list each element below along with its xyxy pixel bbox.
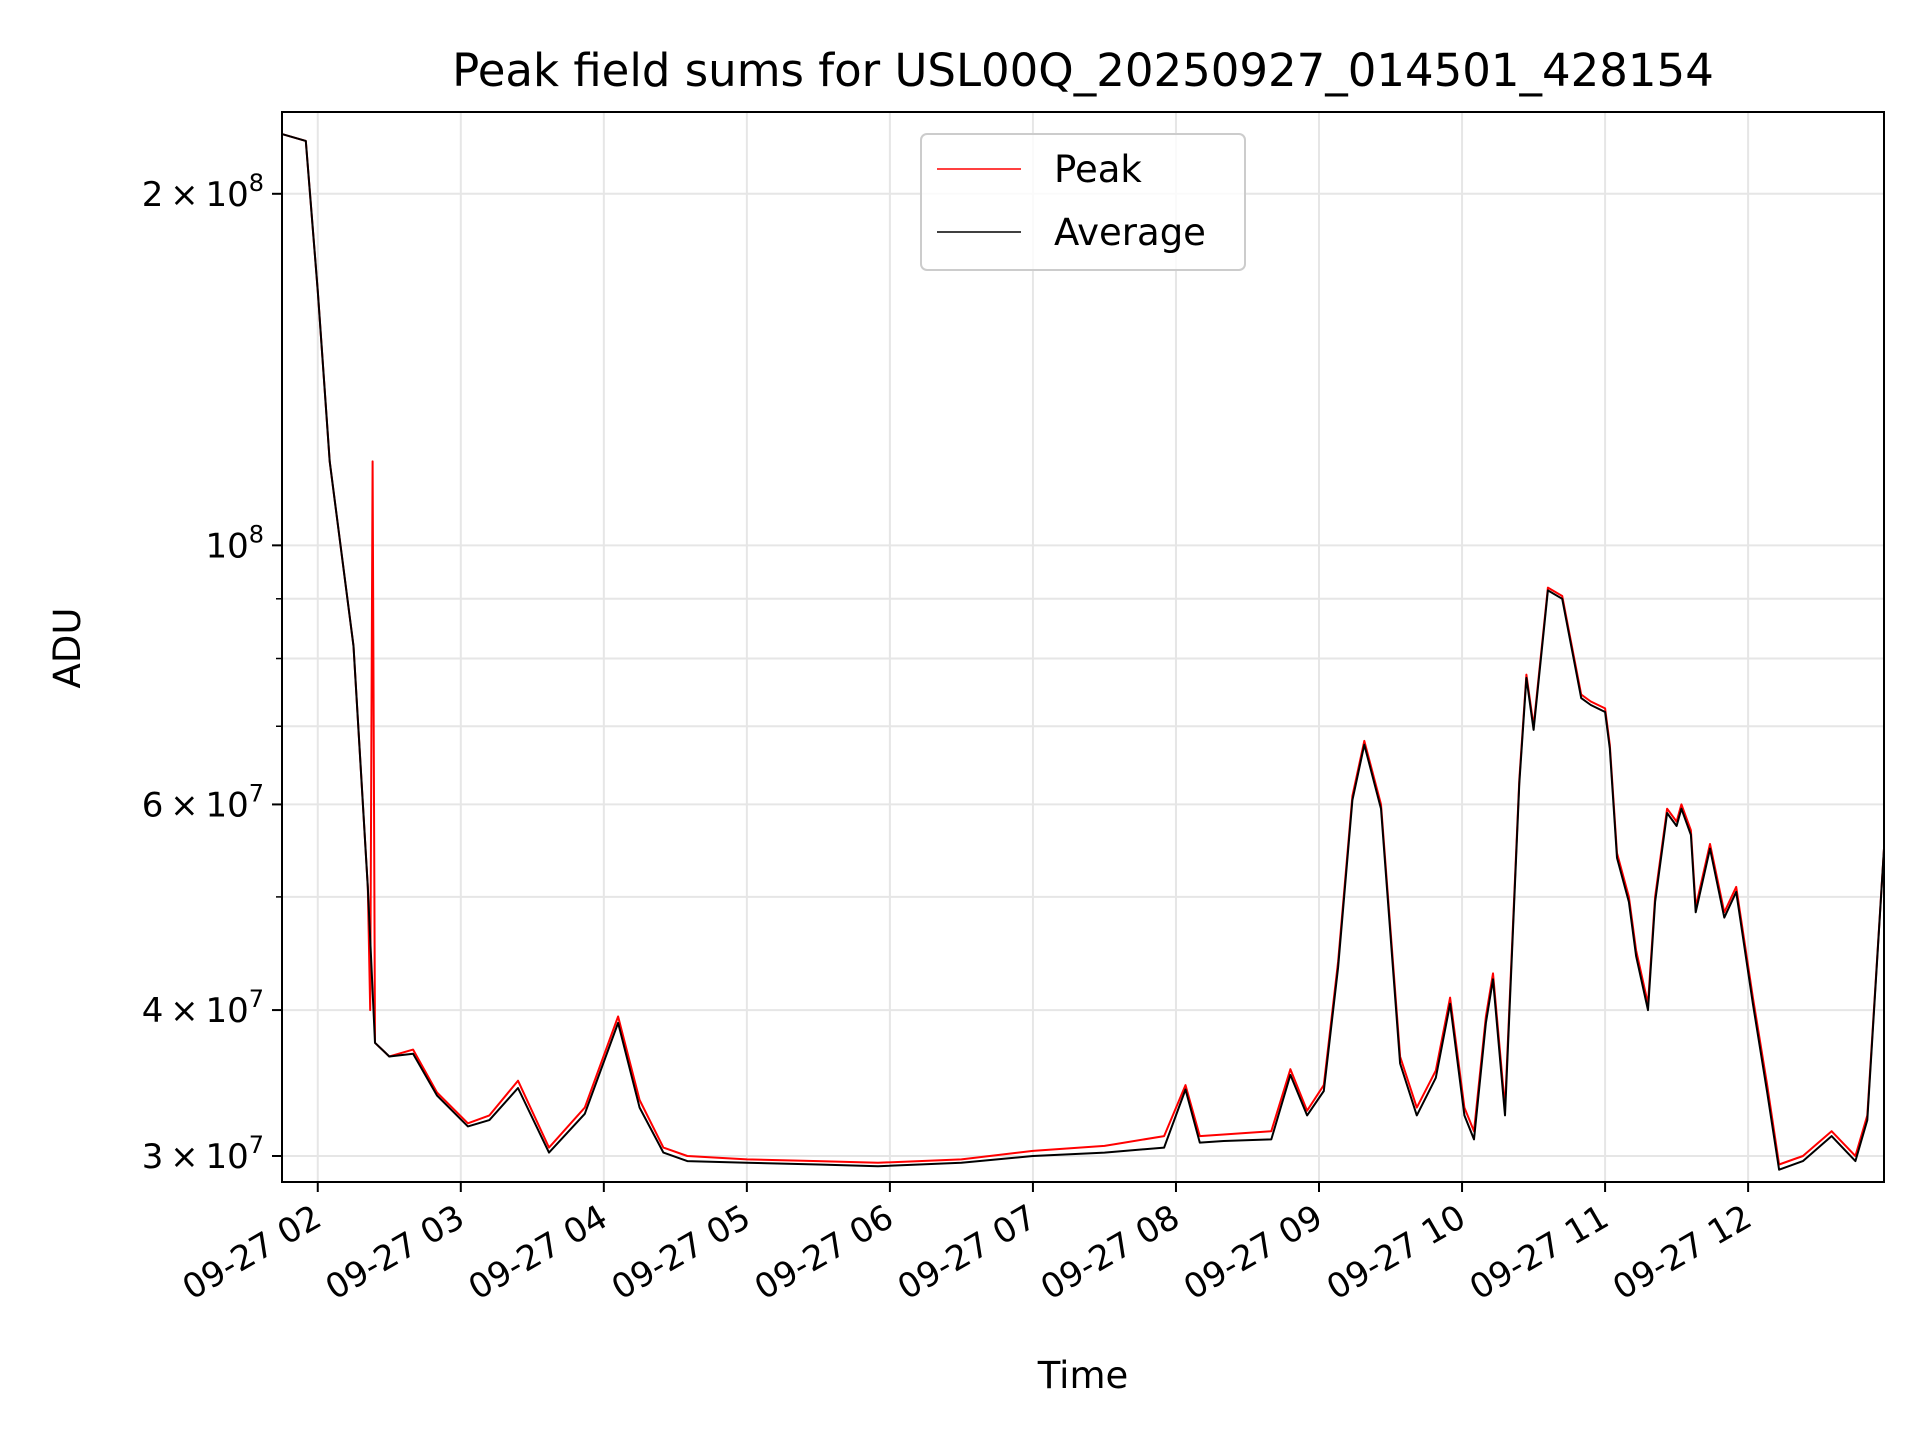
- y-tick-label: 3 × 107: [142, 1131, 264, 1177]
- y-tick-label: 108: [205, 520, 264, 566]
- legend-label-peak: Peak: [1054, 148, 1142, 191]
- y-tick-label: 2 × 108: [142, 169, 264, 215]
- legend-label-average: Average: [1054, 211, 1206, 254]
- axes-frame: [281, 111, 1885, 1183]
- series-line-average: [281, 133, 1885, 1171]
- grid: [282, 112, 1884, 1182]
- legend-box: [920, 133, 1246, 271]
- plot-series: [281, 133, 1885, 1171]
- x-axis-label: Time: [1037, 1354, 1129, 1397]
- y-axis-ticks: 3 × 107 4 × 107 6 × 107 108 2 × 108: [142, 169, 282, 1177]
- y-axis-label: ADU: [46, 608, 89, 689]
- chart-title: Peak field sums for USL00Q_20250927_0145…: [452, 44, 1714, 97]
- y-tick-label: 6 × 107: [142, 779, 264, 825]
- y-tick-label: 4 × 107: [142, 985, 264, 1031]
- legend: Peak Average: [920, 133, 1246, 271]
